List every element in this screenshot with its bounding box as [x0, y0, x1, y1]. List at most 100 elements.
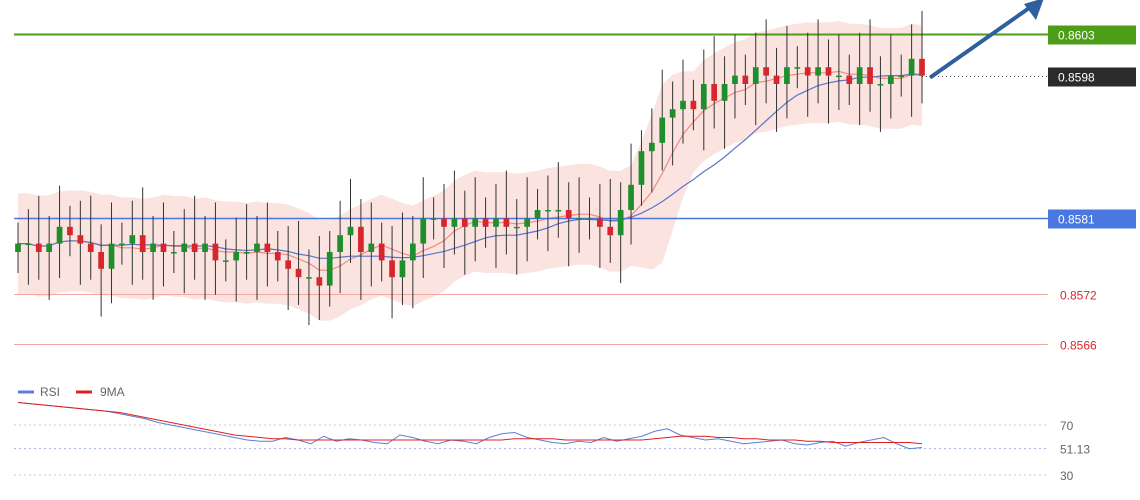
candle — [337, 200, 343, 294]
rsi-ma-line — [17, 402, 923, 445]
candle-body — [98, 252, 104, 269]
candle-body — [877, 84, 884, 86]
candle-body — [908, 58, 915, 76]
candle — [56, 185, 63, 279]
candle — [358, 199, 364, 300]
candle — [908, 24, 915, 117]
candle — [482, 197, 489, 248]
candle — [607, 178, 614, 263]
candle — [233, 217, 240, 302]
candle-body — [67, 226, 73, 236]
candle — [628, 143, 634, 245]
candle — [67, 205, 73, 257]
candle — [420, 177, 427, 279]
candle — [441, 183, 447, 268]
candle-body — [326, 252, 333, 286]
candle-body — [56, 226, 63, 244]
candle — [222, 239, 229, 282]
candle-body — [493, 218, 499, 227]
candle — [35, 195, 42, 280]
ma-legend-label: 9MA — [100, 385, 125, 399]
candle-body — [233, 252, 240, 261]
candle-body — [389, 260, 395, 278]
candle — [555, 162, 562, 238]
arrow-head — [1024, 0, 1044, 20]
candle — [638, 130, 645, 206]
candle — [617, 182, 624, 284]
candle-body — [617, 210, 624, 236]
candle — [399, 212, 406, 305]
candle — [46, 215, 53, 300]
candle — [690, 79, 697, 131]
candle — [306, 249, 312, 326]
candle-body — [763, 67, 769, 76]
candle-body — [202, 243, 208, 252]
candle — [150, 215, 156, 300]
candle — [856, 32, 863, 126]
candle — [877, 56, 884, 132]
rsi-legend: RSI 9MA — [18, 385, 125, 399]
candle-body — [274, 252, 281, 261]
candle-body — [181, 243, 188, 252]
candle-body — [752, 67, 759, 84]
candle — [887, 34, 894, 119]
candle — [711, 36, 718, 129]
candle-body — [150, 243, 156, 252]
candle-body — [108, 243, 115, 269]
candle-body — [160, 243, 167, 252]
candle-body — [825, 67, 832, 76]
candle-body — [264, 243, 271, 252]
candle — [700, 49, 707, 151]
band-area — [18, 21, 922, 321]
candle — [846, 54, 853, 105]
candle — [389, 225, 395, 319]
candle — [576, 177, 582, 253]
candle-body — [129, 235, 136, 244]
candle-body — [368, 243, 375, 252]
arrow-shaft — [928, 4, 1034, 80]
candle — [804, 32, 811, 117]
candle — [326, 231, 333, 307]
candle-body — [732, 75, 738, 84]
candle-body — [680, 100, 686, 110]
level-label-r1: 0.8603 — [1058, 29, 1095, 43]
candle-body — [638, 151, 645, 185]
candle — [669, 81, 676, 166]
candle-body — [628, 184, 634, 210]
candle — [493, 183, 499, 268]
candle — [212, 202, 219, 295]
candle-body — [420, 218, 427, 244]
level-badge-s1 — [1048, 209, 1136, 229]
candle — [524, 177, 531, 262]
trend-arrow — [928, 0, 1044, 80]
candle-body — [306, 277, 312, 279]
candle-body — [15, 243, 21, 252]
candle — [919, 10, 925, 104]
candle — [836, 34, 842, 111]
candle — [98, 224, 104, 317]
candle-body — [721, 84, 728, 101]
level-label-cur: 0.8598 — [1058, 71, 1095, 85]
rsi-tick-label: 51.13 — [1060, 443, 1090, 457]
candle-body — [773, 75, 780, 84]
candle-body — [555, 210, 562, 212]
candle — [586, 197, 593, 240]
candle — [87, 195, 94, 280]
candle — [545, 175, 551, 252]
candle-body — [867, 67, 873, 84]
candle-body — [545, 210, 551, 212]
rsi-tick-label: 30 — [1060, 469, 1074, 483]
candle — [867, 19, 873, 112]
candle-body — [690, 100, 697, 110]
candle — [77, 200, 84, 285]
candle-body — [378, 243, 385, 261]
candle-body — [347, 226, 354, 236]
moving-averages — [18, 70, 923, 271]
candle — [25, 209, 32, 285]
candle-body — [836, 75, 842, 78]
candle — [254, 215, 260, 300]
rsi-tick-label: 70 — [1060, 419, 1074, 433]
candle-body — [285, 260, 292, 269]
candle-body — [77, 235, 84, 244]
